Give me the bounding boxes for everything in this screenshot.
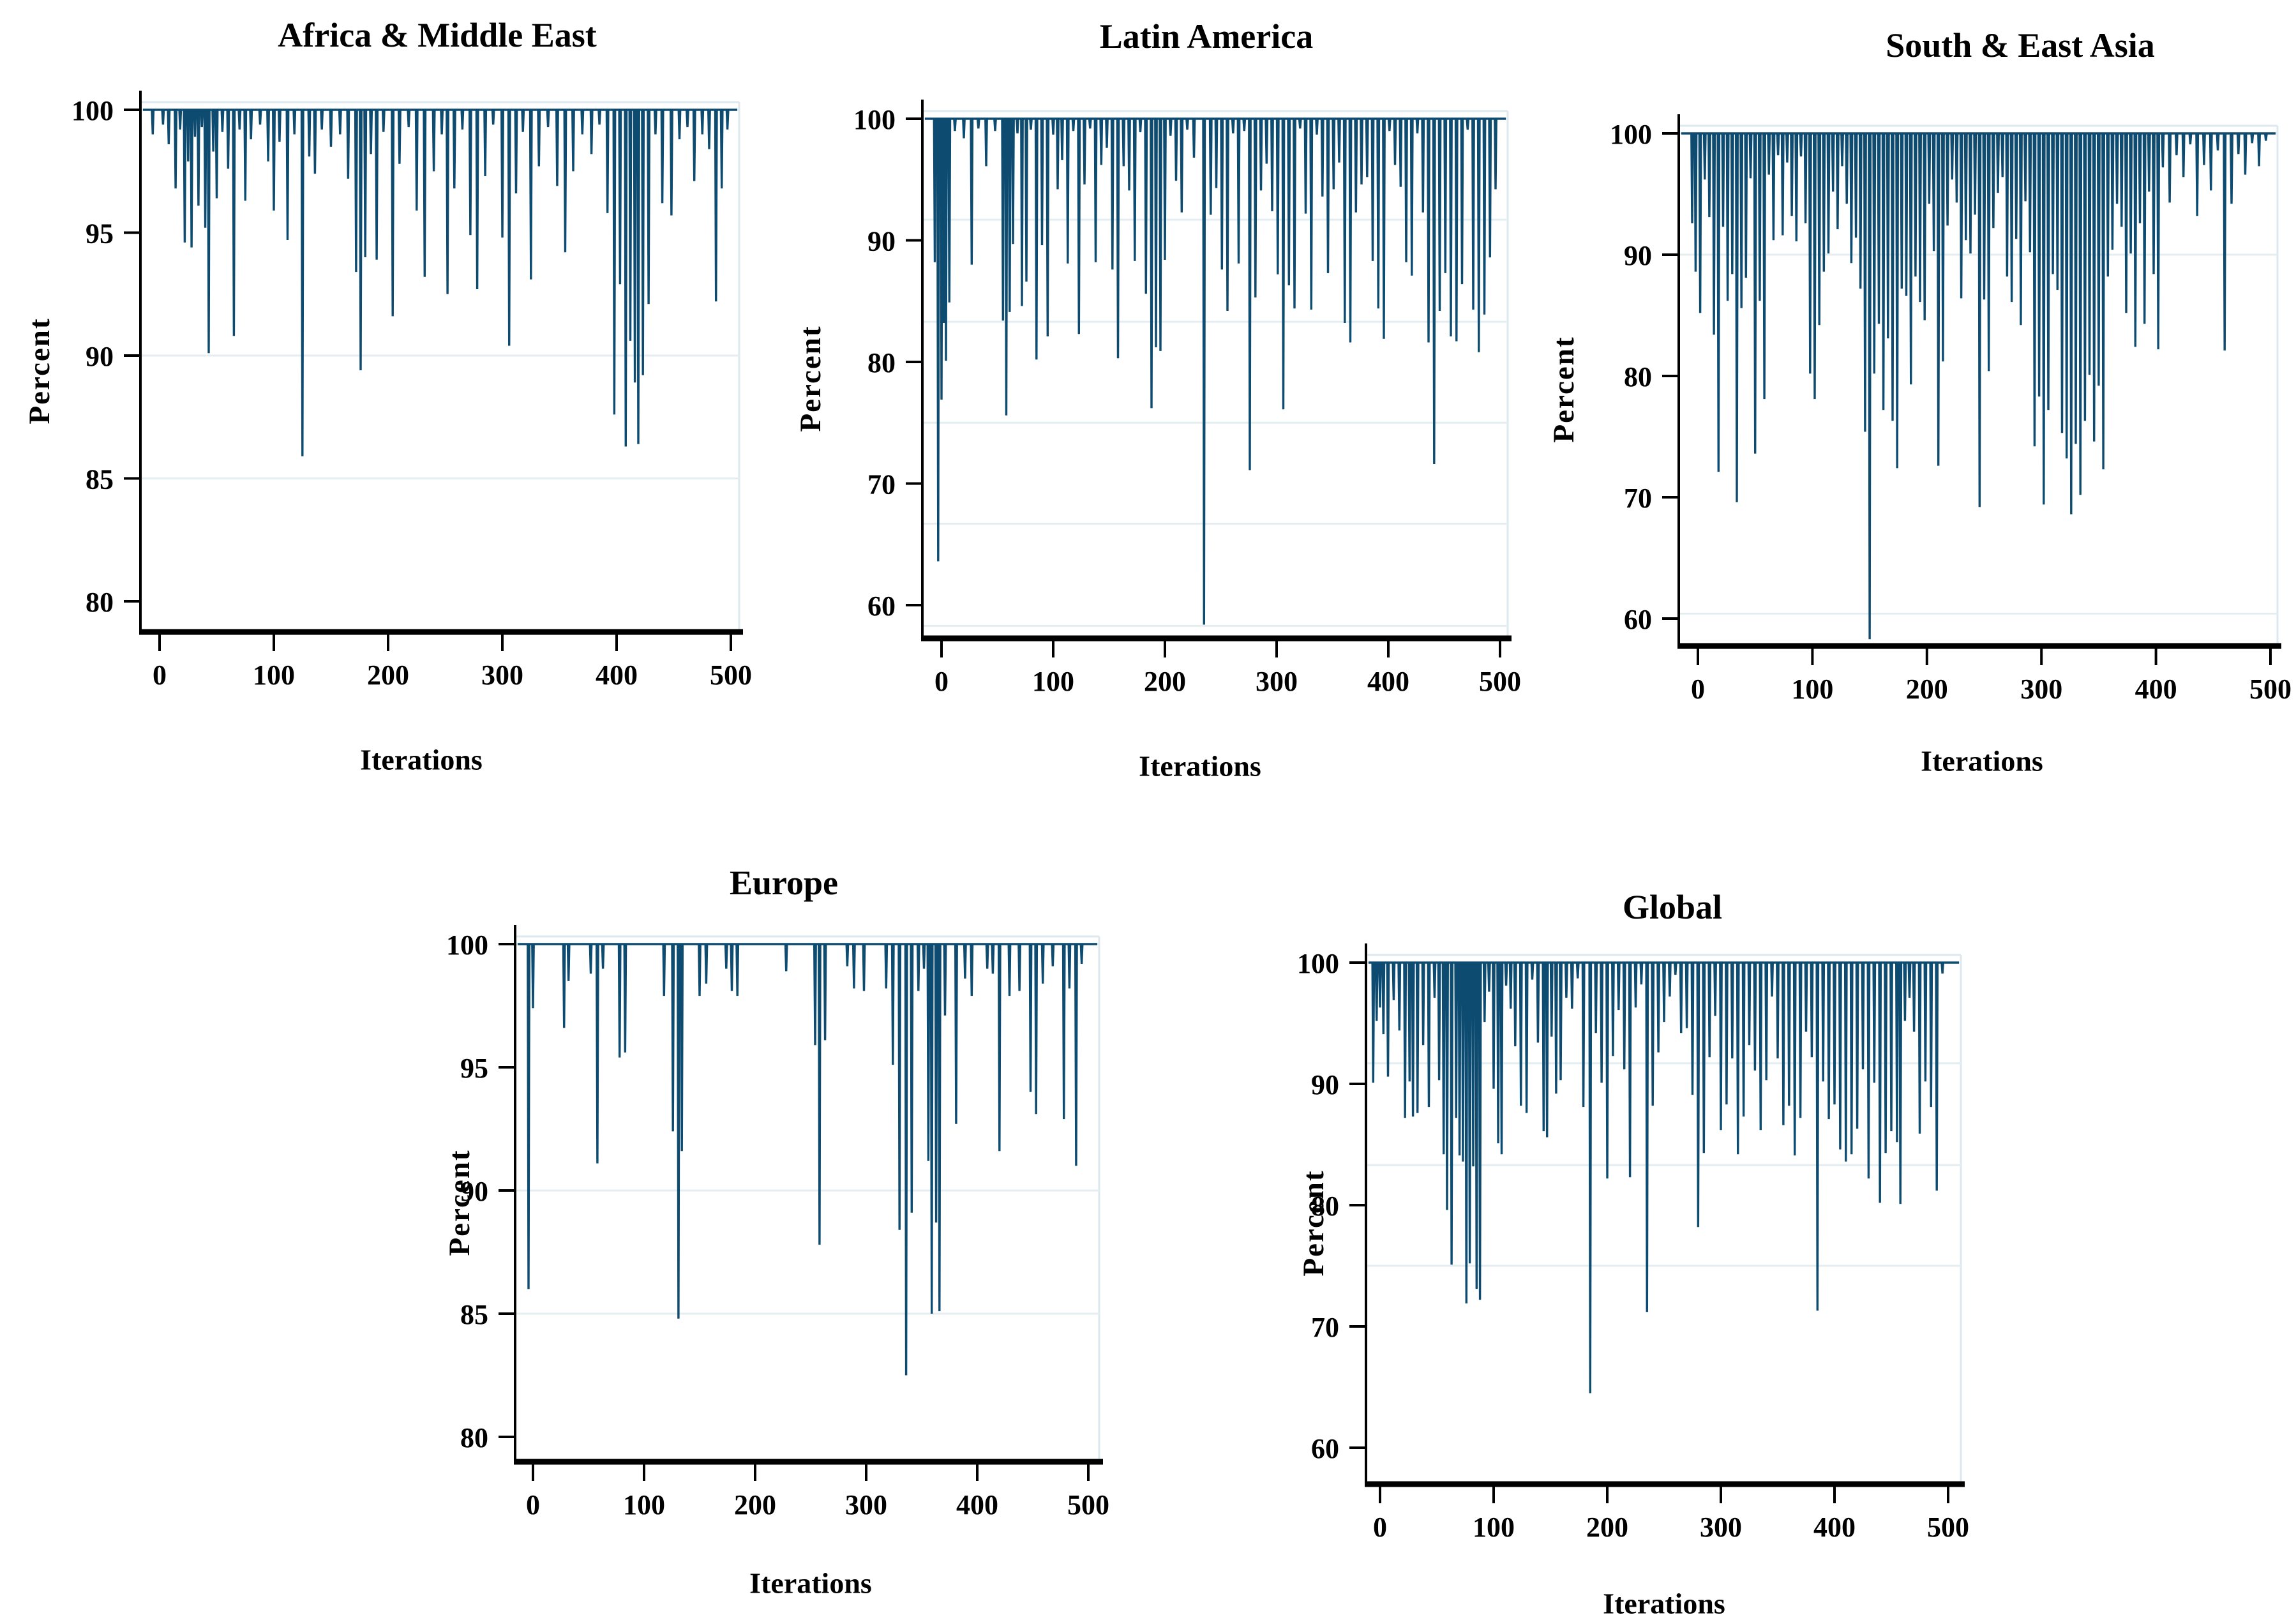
data-line xyxy=(925,117,1506,625)
x-tick-label: 300 xyxy=(2020,673,2062,705)
y-axis-title: Percent xyxy=(794,325,827,432)
y-axis-title: Percent xyxy=(1547,336,1580,443)
x-tick-label: 500 xyxy=(1927,1512,1969,1543)
x-tick-label: 500 xyxy=(1067,1489,1109,1521)
plot-area: 100 95 90 85 80 0 100 200 300 400 500 xyxy=(71,91,752,691)
x-tick-label: 400 xyxy=(1813,1512,1856,1543)
chart-title: Africa & Middle East xyxy=(278,16,597,54)
x-tick-label: 300 xyxy=(481,659,523,691)
y-tick-label: 60 xyxy=(1624,604,1652,635)
y-tick-label: 100 xyxy=(71,95,114,126)
x-tick-label: 300 xyxy=(1256,666,1298,697)
y-tick-label: 90 xyxy=(1311,1069,1339,1100)
x-tick-label: 200 xyxy=(734,1489,776,1521)
y-tick-label: 80 xyxy=(1311,1190,1339,1222)
x-tick-label: 500 xyxy=(2249,673,2292,705)
y-tick-label: 80 xyxy=(86,587,114,618)
chart-title: Europe xyxy=(729,864,839,902)
y-tick-label: 60 xyxy=(867,590,896,622)
plot-area: 100 90 80 70 60 0 100 200 300 400 500 xyxy=(1610,114,2292,705)
y-tick-label: 70 xyxy=(1624,483,1652,514)
x-tick-label: 200 xyxy=(1586,1512,1628,1543)
y-tick-label: 80 xyxy=(1624,361,1652,393)
x-axis-title: Iterations xyxy=(1603,1587,1725,1620)
x-tick-label: 500 xyxy=(1479,666,1521,697)
x-tick-label: 0 xyxy=(153,659,167,691)
y-tick-label: 80 xyxy=(867,347,896,379)
chart-title: Latin America xyxy=(1099,17,1314,56)
x-tick-label: 200 xyxy=(1144,666,1186,697)
plot-area: 100 95 90 85 80 0 100 200 300 400 500 xyxy=(446,925,1109,1521)
x-axis-title: Iterations xyxy=(360,743,483,776)
x-tick-label: 0 xyxy=(1373,1512,1387,1543)
plot-area: 100 90 80 70 60 0 100 200 300 400 500 xyxy=(1297,943,1969,1543)
x-axis-title: Iterations xyxy=(1139,749,1261,783)
plot-area: 100 90 80 70 60 0 100 200 300 400 500 xyxy=(853,100,1521,697)
data-line xyxy=(1369,961,1959,1393)
y-tick-label: 90 xyxy=(460,1176,488,1207)
chart-title: Global xyxy=(1622,888,1723,926)
y-tick-label: 100 xyxy=(1297,948,1339,979)
x-tick-label: 400 xyxy=(956,1489,998,1521)
x-tick-label: 100 xyxy=(1032,666,1074,697)
data-line xyxy=(1681,132,2276,640)
chart-title: South & East Asia xyxy=(1886,26,2155,64)
y-tick-label: 60 xyxy=(1311,1433,1339,1464)
y-tick-label: 95 xyxy=(86,218,114,250)
y-tick-label: 70 xyxy=(867,469,896,500)
y-tick-label: 70 xyxy=(1311,1312,1339,1343)
x-tick-label: 400 xyxy=(596,659,638,691)
data-line xyxy=(518,943,1097,1376)
y-tick-label: 90 xyxy=(867,226,896,257)
x-tick-label: 100 xyxy=(253,659,295,691)
x-tick-label: 100 xyxy=(1473,1512,1515,1543)
y-tick-label: 100 xyxy=(446,929,488,961)
x-tick-label: 300 xyxy=(845,1489,887,1521)
y-axis-title: Percent xyxy=(443,1149,476,1256)
y-axis-title: Percent xyxy=(23,317,56,424)
x-axis-title: Iterations xyxy=(749,1566,872,1600)
data-line xyxy=(143,109,737,456)
x-tick-label: 100 xyxy=(623,1489,665,1521)
y-tick-label: 100 xyxy=(1610,119,1652,150)
x-tick-label: 400 xyxy=(2135,673,2177,705)
x-tick-label: 0 xyxy=(934,666,949,697)
x-axis-title: Iterations xyxy=(1921,744,2043,777)
y-tick-label: 90 xyxy=(1624,240,1652,271)
x-tick-label: 200 xyxy=(1906,673,1948,705)
y-tick-label: 80 xyxy=(460,1422,488,1453)
x-tick-label: 400 xyxy=(1367,666,1409,697)
y-tick-label: 85 xyxy=(460,1299,488,1330)
y-axis-title: Percent xyxy=(1297,1169,1330,1277)
y-tick-label: 85 xyxy=(86,464,114,495)
x-tick-label: 0 xyxy=(526,1489,540,1521)
y-tick-label: 100 xyxy=(853,104,896,135)
x-tick-label: 100 xyxy=(1791,673,1833,705)
x-tick-label: 0 xyxy=(1691,673,1705,705)
x-tick-label: 200 xyxy=(367,659,409,691)
y-tick-label: 90 xyxy=(86,341,114,372)
x-tick-label: 500 xyxy=(710,659,752,691)
y-tick-label: 95 xyxy=(460,1053,488,1084)
x-tick-label: 300 xyxy=(1700,1512,1742,1543)
